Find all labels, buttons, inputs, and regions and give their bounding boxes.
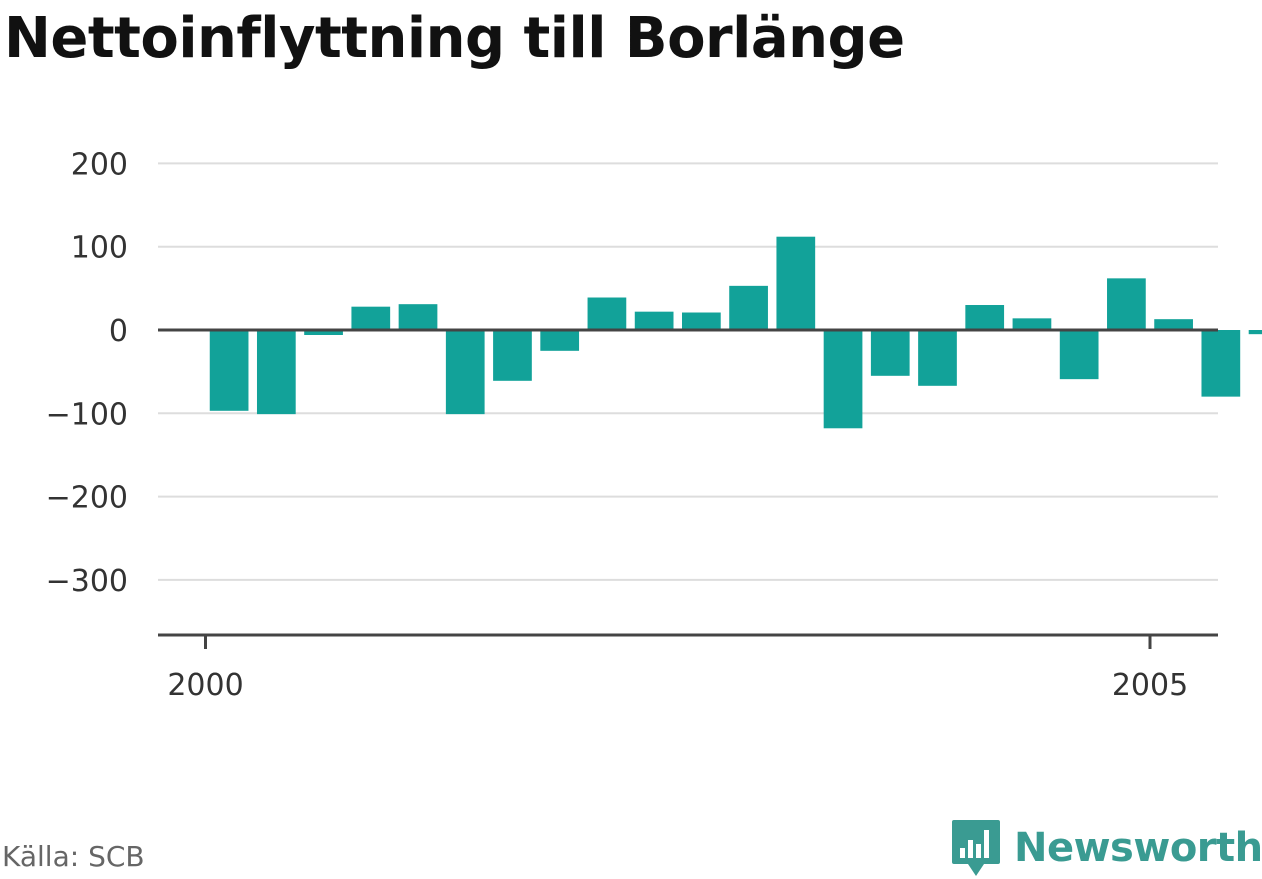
y-tick-label: 0 <box>109 314 128 349</box>
bar <box>540 330 580 351</box>
brand-logo: Newsworthy <box>950 818 1262 878</box>
x-tick-label: 2000 <box>167 668 243 703</box>
y-tick-label: −200 <box>46 481 128 516</box>
bar-series <box>209 236 1262 429</box>
bar <box>1059 330 1099 380</box>
bar <box>1012 318 1052 330</box>
x-tick-label: 2005 <box>1112 668 1188 703</box>
bar <box>1201 330 1241 397</box>
y-tick-label: 200 <box>71 147 128 182</box>
brand-name: Newsworthy <box>1014 825 1262 871</box>
bar <box>870 330 910 376</box>
bar <box>209 330 249 411</box>
bar <box>682 312 721 330</box>
bar <box>1248 330 1262 335</box>
bar <box>351 306 391 330</box>
y-tick-label: 100 <box>71 231 128 266</box>
bar <box>729 285 768 330</box>
newsworthy-logo-icon <box>952 820 1000 876</box>
chart-title: Nettoinflyttning till Borlänge <box>4 6 905 71</box>
source-note: Källa: SCB <box>2 840 145 873</box>
bar <box>398 304 438 330</box>
bar <box>918 330 957 386</box>
bar <box>493 330 532 381</box>
bar <box>776 236 816 330</box>
x-tick-labels: 200020052010201520202025 <box>167 668 1188 703</box>
grid-lines <box>158 162 1218 581</box>
bar <box>965 305 1005 330</box>
bar <box>256 330 296 415</box>
bar <box>1154 319 1193 330</box>
y-tick-label: −100 <box>46 397 128 432</box>
axes <box>158 328 1218 649</box>
bar <box>1107 278 1146 330</box>
bar <box>445 330 485 415</box>
y-tick-labels: 200 100 0 −100 −200 −300 <box>46 147 128 599</box>
bar <box>304 330 343 335</box>
bar <box>587 297 627 330</box>
bar <box>634 311 674 330</box>
y-tick-label: −300 <box>46 564 128 599</box>
bar <box>823 330 863 429</box>
